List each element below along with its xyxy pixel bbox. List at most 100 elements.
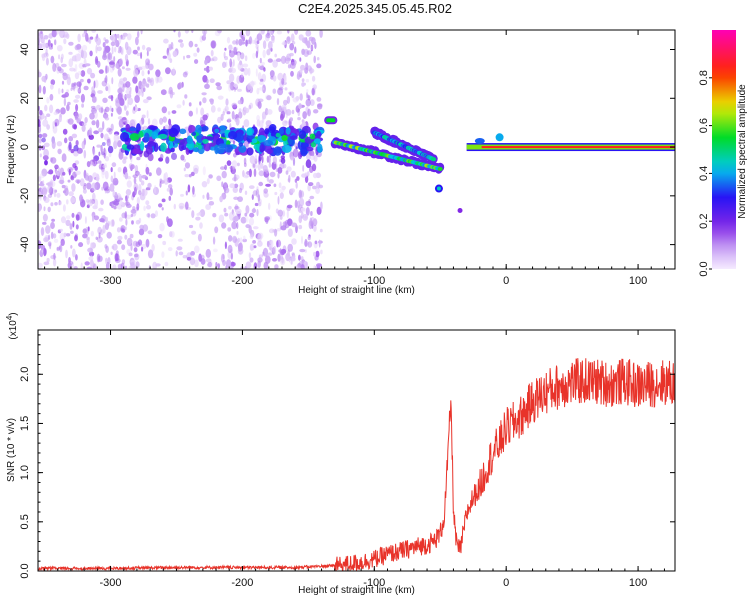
- noise-speck: [268, 179, 274, 184]
- noise-speck: [226, 36, 231, 44]
- line-y-tick-label: 0.5: [19, 514, 31, 529]
- noise-speck: [189, 257, 196, 266]
- noise-speck: [75, 104, 79, 112]
- noise-speck: [243, 119, 250, 128]
- noise-speck: [157, 234, 163, 239]
- noise-speck: [72, 220, 75, 228]
- noise-speck: [253, 226, 259, 230]
- noise-speck: [300, 256, 304, 262]
- noise-speck: [82, 188, 87, 194]
- noise-speck: [298, 224, 303, 230]
- noise-speck: [113, 56, 116, 62]
- noise-speck: [246, 171, 252, 175]
- noise-speck: [96, 173, 100, 182]
- noise-speck: [141, 174, 148, 179]
- noise-speck: [265, 183, 271, 187]
- noise-speck: [258, 232, 264, 240]
- noise-speck: [82, 122, 87, 127]
- noise-speck: [118, 58, 123, 66]
- noise-speck: [320, 201, 323, 211]
- noise-speck: [161, 179, 164, 184]
- noise-speck: [74, 72, 80, 80]
- heatmap-x-tick-label: 0: [503, 275, 509, 287]
- noise-speck: [140, 180, 145, 186]
- noise-speck: [310, 44, 314, 52]
- heatmap-plot-area: [38, 30, 675, 269]
- line-x-tick-label: -100: [363, 577, 385, 589]
- noise-speck: [54, 164, 59, 170]
- noise-speck: [117, 140, 122, 148]
- noise-speck: [137, 239, 143, 246]
- noise-speck: [104, 170, 109, 180]
- noise-speck: [147, 153, 154, 162]
- noise-speck: [163, 38, 169, 44]
- noise-speck: [271, 36, 275, 44]
- noise-speck: [161, 198, 166, 203]
- noise-speck: [149, 77, 155, 87]
- noise-speck: [226, 259, 232, 269]
- noise-speck: [212, 213, 217, 218]
- noise-speck: [75, 179, 81, 184]
- noise-speck: [110, 251, 113, 255]
- noise-speck: [294, 265, 301, 269]
- noise-speck: [107, 52, 113, 61]
- noise-speck: [46, 257, 50, 263]
- noise-speck: [110, 41, 116, 47]
- main-trace-blob: [138, 130, 144, 138]
- noise-speck: [101, 142, 106, 146]
- noise-speck: [67, 179, 71, 183]
- noise-speck: [121, 117, 127, 121]
- noise-speck: [143, 205, 146, 211]
- noise-speck: [38, 231, 41, 241]
- colorbar-tick-label: 0.8: [698, 70, 710, 85]
- noise-speck: [282, 120, 288, 127]
- noise-speck: [217, 107, 221, 112]
- noise-speck: [154, 184, 157, 194]
- noise-speck: [95, 44, 98, 54]
- noise-speck: [184, 70, 189, 76]
- noise-speck: [71, 261, 74, 269]
- noise-speck: [289, 52, 294, 57]
- noise-speck: [258, 170, 265, 177]
- noise-speck: [232, 212, 236, 217]
- noise-speck: [313, 265, 316, 269]
- noise-speck: [86, 236, 90, 240]
- noise-speck: [66, 104, 70, 112]
- main-trace-blob: [186, 135, 193, 145]
- noise-speck: [277, 167, 283, 174]
- noise-speck: [116, 227, 121, 233]
- noise-speck: [92, 214, 94, 222]
- noise-speck: [106, 138, 111, 147]
- noise-speck: [267, 58, 273, 63]
- noise-speck: [172, 67, 175, 75]
- noise-speck: [84, 63, 91, 67]
- main-trace-blob: [158, 133, 168, 140]
- noise-speck: [273, 183, 277, 188]
- noise-speck: [49, 84, 54, 90]
- noise-speck: [105, 86, 109, 92]
- main-trace-blob: [317, 143, 323, 153]
- noise-speck: [291, 222, 298, 228]
- main-trace-blob: [168, 127, 179, 138]
- noise-speck: [73, 124, 77, 130]
- colorbar-label: Normalized spectral amplitude: [737, 84, 748, 219]
- noise-speck: [49, 242, 52, 250]
- noise-speck: [308, 182, 314, 187]
- noise-speck: [44, 104, 48, 112]
- heatmap-y-tick-label: -20: [19, 188, 31, 204]
- noise-speck: [61, 63, 67, 68]
- noise-speck: [104, 244, 108, 249]
- noise-speck: [122, 83, 125, 92]
- noise-speck: [310, 211, 313, 216]
- noise-speck: [199, 101, 202, 106]
- noise-speck: [178, 202, 185, 209]
- noise-speck: [109, 183, 115, 192]
- noise-speck: [233, 215, 239, 222]
- noise-speck: [305, 98, 311, 107]
- main-trace-blob: [185, 147, 190, 155]
- main-trace-blob: [228, 131, 238, 140]
- noise-speck: [81, 103, 84, 108]
- noise-speck: [286, 204, 293, 209]
- noise-speck: [81, 50, 88, 59]
- noise-speck: [116, 106, 122, 115]
